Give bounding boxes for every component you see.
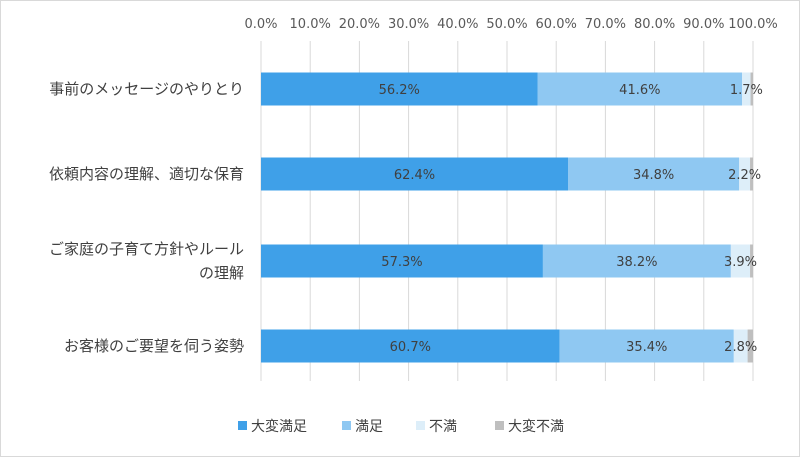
data-label: 60.7% (390, 340, 431, 355)
bar-segment (261, 329, 560, 363)
bar-segment (750, 244, 753, 278)
x-tick-label: 0.0% (244, 17, 277, 32)
category-label: お客様のご要望を伺う姿勢 (64, 337, 244, 355)
bar-segment (742, 72, 751, 106)
x-axis-ticks: 0.0% 10.0% 20.0% 30.0% 40.0% 50.0% 60.0% 70.0% 8… (244, 17, 777, 32)
legend-label: 大変不満 (508, 418, 564, 435)
data-label: 35.4% (626, 340, 667, 355)
legend-swatch (416, 421, 425, 430)
bar-segment (568, 157, 740, 191)
bar-segment (537, 72, 743, 106)
data-label: 34.8% (633, 168, 674, 183)
x-tick-label: 20.0% (339, 17, 380, 32)
bar-segment (739, 157, 751, 191)
category-label: 依頼内容の理解、適切な保育 (49, 165, 244, 183)
bar-segment (733, 329, 748, 363)
x-tick-label: 60.0% (536, 17, 577, 32)
category-label: の理解 (199, 264, 244, 282)
bar-segment (730, 244, 751, 278)
bar-segment (261, 72, 538, 106)
legend-label: 大変満足 (251, 418, 307, 435)
bar-segment (542, 244, 731, 278)
data-label: 2.8% (724, 340, 757, 355)
category-label: 事前のメッセージのやりとり (49, 80, 244, 98)
data-label: 1.7% (730, 83, 763, 98)
x-tick-label: 50.0% (486, 17, 527, 32)
bar-segment (559, 329, 734, 363)
data-label: 56.2% (379, 83, 420, 98)
legend: 大変満足 満足 不満 大変不満 (238, 418, 564, 435)
legend-swatch (495, 421, 504, 430)
data-label: 3.9% (724, 255, 757, 270)
x-tick-label: 10.0% (290, 17, 331, 32)
data-label: 57.3% (381, 255, 422, 270)
category-label: ご家庭の子育て方針やルール (49, 240, 244, 258)
legend-swatch (342, 421, 351, 430)
bar-segment (750, 72, 753, 106)
data-labels: 56.2% 41.6% 1.7% 62.4% 34.8% 2.2% 57.3% 38.2% 3.… (379, 83, 763, 355)
bar-segment (750, 157, 753, 191)
x-tick-label: 40.0% (437, 17, 478, 32)
legend-swatch (238, 421, 247, 430)
x-tick-label: 80.0% (634, 17, 675, 32)
bar-segment (261, 244, 543, 278)
category-labels: 事前のメッセージのやりとり依頼内容の理解、適切な保育ご家庭の子育て方針やルールの… (49, 80, 244, 355)
data-label: 38.2% (616, 255, 657, 270)
x-tick-label: 70.0% (585, 17, 626, 32)
data-label: 62.4% (394, 168, 435, 183)
x-tick-label: 100.0% (728, 17, 778, 32)
bar-segment (261, 157, 569, 191)
bar-segment (747, 329, 753, 363)
x-tick-label: 90.0% (683, 17, 724, 32)
data-label: 41.6% (619, 83, 660, 98)
data-label: 2.2% (728, 168, 761, 183)
legend-label: 不満 (429, 419, 457, 435)
bars (261, 72, 753, 363)
legend-label: 満足 (355, 419, 383, 435)
x-tick-label: 30.0% (388, 17, 429, 32)
